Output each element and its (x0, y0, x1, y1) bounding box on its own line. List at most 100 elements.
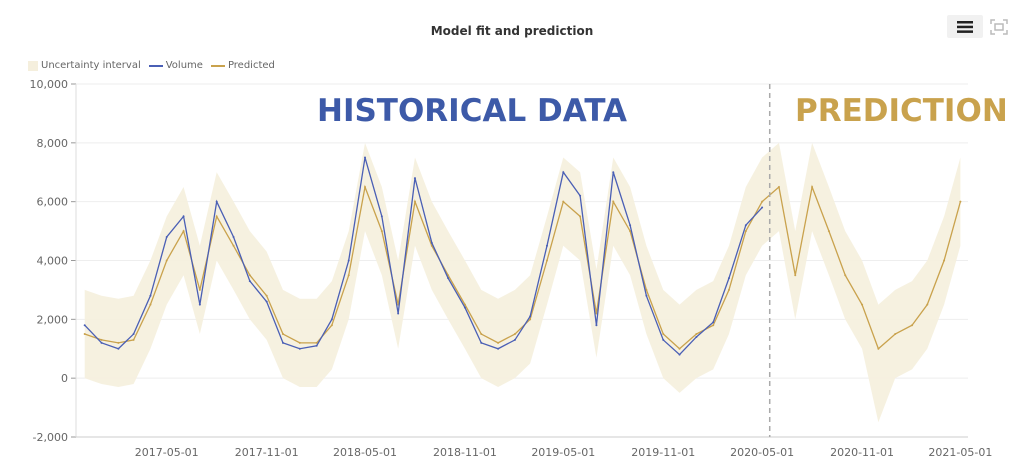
predicted-line-point (612, 200, 615, 203)
predicted-line-point (894, 333, 897, 336)
volume-line-point (83, 324, 86, 327)
predicted-line-point (497, 341, 500, 344)
volume-line-point (232, 235, 235, 238)
volume-line-point (727, 277, 730, 280)
predicted-line-point (315, 341, 318, 344)
volume-line-point (645, 294, 648, 297)
volume-line-point (315, 344, 318, 347)
volume-line-point (265, 300, 268, 303)
volume-line-point (712, 321, 715, 324)
y-tick-label: 2,000 (37, 313, 69, 326)
volume-line-point (497, 347, 500, 350)
volume-line-point (545, 244, 548, 247)
predicted-line-point (844, 274, 847, 277)
prediction-label: PREDICTION (795, 93, 1008, 129)
predicted-line-point (562, 200, 565, 203)
predicted-line-point (330, 324, 333, 327)
volume-line-point (595, 324, 598, 327)
volume-line-point (529, 315, 532, 318)
predicted-line-point (463, 303, 466, 306)
volume-line-point (562, 171, 565, 174)
volume-line-point (678, 353, 681, 356)
y-tick-label: 0 (61, 372, 68, 385)
volume-line-point (198, 303, 201, 306)
menu-button[interactable] (947, 15, 983, 38)
legend: Uncertainty interval Volume Predicted (28, 60, 275, 71)
predicted-line-point (861, 303, 864, 306)
legend-label: Predicted (227, 60, 275, 71)
predicted-line-point (744, 230, 747, 233)
predicted-line-point (513, 333, 516, 336)
x-tick-label: 2018-05-01 (333, 446, 397, 459)
hamburger-icon (957, 20, 973, 33)
legend-item-predicted[interactable]: Predicted (210, 60, 275, 71)
x-tick-label: 2017-11-01 (235, 446, 299, 459)
fullscreen-button[interactable] (990, 19, 1008, 35)
y-tick-label: 6,000 (37, 196, 69, 209)
y-tick-label: -2,000 (33, 431, 68, 444)
volume-line-point (413, 177, 416, 180)
predicted-line-point (777, 185, 780, 188)
predicted-line-point (827, 230, 830, 233)
legend-swatch (148, 64, 163, 67)
volume-line-point (629, 224, 632, 227)
x-tick-label: 2017-05-01 (135, 446, 199, 459)
x-tick-label: 2021-05-01 (928, 446, 992, 459)
predicted-line (84, 184, 962, 350)
volume-line-point (364, 156, 367, 159)
y-tick-label: 8,000 (37, 137, 69, 150)
predicted-line-point (100, 338, 103, 341)
volume-line-point (447, 277, 450, 280)
legend-item-interval[interactable]: Uncertainty interval (28, 60, 141, 71)
predicted-line-point (182, 230, 185, 233)
predicted-line-point (712, 324, 715, 327)
predicted-line-point (298, 341, 301, 344)
volume-line-point (744, 224, 747, 227)
volume-line-point (281, 341, 284, 344)
predicted-line-point (877, 347, 880, 350)
predicted-line-point (662, 333, 665, 336)
y-tick-label: 4,000 (37, 255, 69, 268)
predicted-line-point (149, 303, 152, 306)
volume-line-point (132, 333, 135, 336)
predicted-line-point (248, 274, 251, 277)
volume-line-point (662, 338, 665, 341)
predicted-line-point (794, 274, 797, 277)
predicted-line-point (579, 215, 582, 218)
predicted-line-point (198, 288, 201, 291)
volume-line-point (380, 215, 383, 218)
legend-swatch (210, 64, 225, 67)
legend-item-volume[interactable]: Volume (148, 60, 203, 71)
predicted-line-point (926, 303, 929, 306)
predicted-line-point (678, 347, 681, 350)
x-tick-label: 2019-05-01 (531, 446, 595, 459)
predicted-line-point (132, 338, 135, 341)
predicted-line-point (911, 324, 914, 327)
volume-line-point (330, 318, 333, 321)
volume-line-point (397, 312, 400, 315)
predicted-line-point (165, 259, 168, 262)
volume-line-point (695, 335, 698, 338)
predicted-line-point (727, 288, 730, 291)
fullscreen-icon (990, 19, 1008, 35)
volume-line-point (298, 347, 301, 350)
y-tick-label: 10,000 (30, 78, 69, 91)
historical-label: HISTORICAL DATA (317, 93, 627, 129)
predicted-line-point (281, 333, 284, 336)
chart-title: Model fit and prediction (430, 24, 594, 38)
volume-line-point (480, 341, 483, 344)
predicted-line-point (232, 244, 235, 247)
volume-line (84, 157, 763, 356)
volume-line-point (182, 215, 185, 218)
volume-line-point (612, 171, 615, 174)
predicted-line-point (413, 200, 416, 203)
predicted-line-point (695, 333, 698, 336)
predicted-line-point (83, 333, 86, 336)
legend-label: Uncertainty interval (41, 60, 141, 71)
predicted-line-point (117, 341, 120, 344)
volume-line-point (149, 294, 152, 297)
predicted-line-point (215, 215, 218, 218)
predicted-line-point (480, 333, 483, 336)
x-tick-label: 2019-11-01 (631, 446, 695, 459)
